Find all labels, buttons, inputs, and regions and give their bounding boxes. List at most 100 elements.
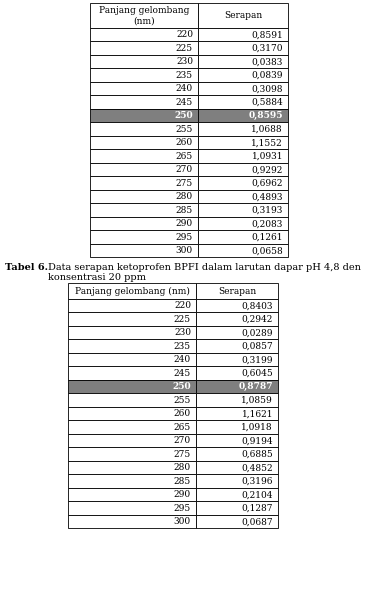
Text: 220: 220 xyxy=(174,301,191,310)
Text: 0,6885: 0,6885 xyxy=(241,449,273,459)
Bar xyxy=(196,299,278,313)
Text: 280: 280 xyxy=(174,463,191,472)
Text: 0,8591: 0,8591 xyxy=(251,30,283,39)
Text: Tabel 6.: Tabel 6. xyxy=(5,263,48,272)
Bar xyxy=(68,420,196,434)
Text: 0,8787: 0,8787 xyxy=(238,382,273,391)
Text: 230: 230 xyxy=(174,328,191,337)
Bar xyxy=(198,190,288,203)
Text: 225: 225 xyxy=(174,315,191,324)
Bar xyxy=(90,68,198,82)
Text: 225: 225 xyxy=(176,44,193,53)
Text: 0,0658: 0,0658 xyxy=(251,246,283,255)
Text: 245: 245 xyxy=(176,98,193,107)
Text: 0,3199: 0,3199 xyxy=(241,355,273,364)
Text: 1,0918: 1,0918 xyxy=(241,423,273,432)
Text: 255: 255 xyxy=(174,396,191,404)
Text: 300: 300 xyxy=(176,246,193,255)
Bar xyxy=(90,203,198,217)
Bar xyxy=(68,366,196,380)
Text: Panjang gelombang (nm): Panjang gelombang (nm) xyxy=(74,286,189,296)
Text: Serapan: Serapan xyxy=(218,287,256,296)
Text: 0,8595: 0,8595 xyxy=(249,111,283,120)
Text: 0,6962: 0,6962 xyxy=(251,178,283,188)
Bar xyxy=(68,488,196,502)
Bar xyxy=(90,3,198,28)
Text: Data serapan ketoprofen BPFI dalam larutan dapar pH 4,8 den: Data serapan ketoprofen BPFI dalam larut… xyxy=(48,263,361,272)
Text: 240: 240 xyxy=(174,355,191,364)
Bar xyxy=(68,515,196,528)
Bar xyxy=(90,231,198,244)
Bar xyxy=(196,515,278,528)
Bar xyxy=(198,244,288,257)
Bar xyxy=(198,68,288,82)
Text: 235: 235 xyxy=(176,71,193,79)
Bar xyxy=(196,394,278,407)
Text: 260: 260 xyxy=(174,409,191,418)
Bar xyxy=(196,366,278,380)
Text: 270: 270 xyxy=(176,165,193,174)
Bar xyxy=(198,95,288,109)
Text: 235: 235 xyxy=(174,342,191,350)
Text: 0,0687: 0,0687 xyxy=(241,517,273,526)
Bar xyxy=(90,136,198,149)
Text: 250: 250 xyxy=(174,111,193,120)
Text: 280: 280 xyxy=(176,192,193,201)
Bar xyxy=(90,190,198,203)
Text: 0,8403: 0,8403 xyxy=(241,301,273,310)
Text: 240: 240 xyxy=(176,84,193,93)
Bar xyxy=(198,55,288,68)
Text: 0,6045: 0,6045 xyxy=(241,369,273,378)
Text: 295: 295 xyxy=(176,232,193,242)
Bar xyxy=(196,420,278,434)
Text: 0,3170: 0,3170 xyxy=(251,44,283,53)
Bar xyxy=(90,109,198,123)
Bar xyxy=(198,217,288,231)
Text: 295: 295 xyxy=(174,503,191,513)
Bar xyxy=(196,474,278,488)
Text: 260: 260 xyxy=(176,138,193,147)
Text: 285: 285 xyxy=(174,477,191,486)
Text: 230: 230 xyxy=(176,58,193,66)
Text: 265: 265 xyxy=(176,152,193,161)
Bar xyxy=(198,3,288,28)
Bar xyxy=(198,42,288,55)
Text: 220: 220 xyxy=(176,30,193,39)
Bar xyxy=(68,326,196,339)
Text: 0,0839: 0,0839 xyxy=(251,71,283,79)
Bar xyxy=(68,434,196,448)
Text: 0,3193: 0,3193 xyxy=(252,206,283,215)
Bar xyxy=(68,380,196,394)
Bar xyxy=(198,136,288,149)
Text: 0,4893: 0,4893 xyxy=(251,192,283,201)
Text: 300: 300 xyxy=(174,517,191,526)
Text: 0,1261: 0,1261 xyxy=(251,232,283,242)
Bar xyxy=(68,353,196,366)
Text: 245: 245 xyxy=(174,369,191,378)
Bar xyxy=(68,299,196,313)
Bar xyxy=(196,488,278,502)
Bar xyxy=(196,313,278,326)
Bar xyxy=(196,502,278,515)
Bar xyxy=(68,313,196,326)
Text: 0,5884: 0,5884 xyxy=(251,98,283,107)
Bar xyxy=(90,95,198,109)
Bar xyxy=(90,149,198,163)
Bar xyxy=(68,394,196,407)
Text: 0,3098: 0,3098 xyxy=(251,84,283,93)
Text: 0,0289: 0,0289 xyxy=(241,328,273,337)
Bar xyxy=(196,326,278,339)
Text: 1,0859: 1,0859 xyxy=(241,396,273,404)
Bar xyxy=(68,461,196,474)
Text: 0,0857: 0,0857 xyxy=(241,342,273,350)
Bar xyxy=(68,339,196,353)
Text: 1,1621: 1,1621 xyxy=(241,409,273,418)
Bar xyxy=(68,474,196,488)
Text: Panjang gelombang
(nm): Panjang gelombang (nm) xyxy=(99,6,189,25)
Text: 0,2104: 0,2104 xyxy=(241,490,273,499)
Bar xyxy=(90,217,198,231)
Text: 270: 270 xyxy=(174,436,191,445)
Text: 0,9194: 0,9194 xyxy=(241,436,273,445)
Text: 275: 275 xyxy=(174,449,191,459)
Bar xyxy=(196,407,278,420)
